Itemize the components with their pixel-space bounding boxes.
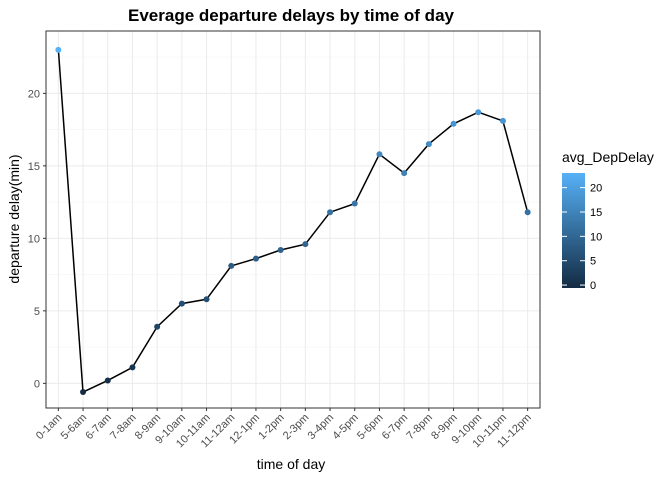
- x-tick-label: 0-1am: [34, 412, 65, 443]
- series-line: [57, 49, 529, 394]
- y-tick-label: 0: [34, 378, 40, 390]
- data-point: [228, 262, 235, 269]
- data-point: [450, 120, 457, 127]
- y-tick-label: 15: [28, 161, 40, 173]
- y-tick-label: 5: [34, 306, 40, 318]
- data-point: [401, 170, 408, 177]
- legend: avg_DepDelay 0 5 10 15 20: [562, 149, 654, 292]
- x-tick-label: 1-2pm: [256, 412, 287, 443]
- data-point: [475, 109, 482, 116]
- data-point: [252, 255, 259, 262]
- y-axis-title: departure delay(min): [6, 154, 22, 283]
- x-tick-label: 4-5pm: [330, 412, 361, 443]
- legend-tick-label: 20: [590, 183, 602, 195]
- data-layer: [55, 46, 531, 396]
- x-tick-label: 6-7pm: [380, 412, 411, 443]
- y-tick-label: 20: [28, 88, 40, 100]
- y-tick-labels: 0 5 10 15 20: [28, 88, 40, 390]
- x-tick-label: 2-3pm: [281, 412, 312, 443]
- y-tick-label: 10: [28, 233, 40, 245]
- data-point: [327, 209, 334, 216]
- data-point: [203, 296, 210, 303]
- x-tick-label: 6-7am: [83, 412, 114, 443]
- x-tick-label: 3-4pm: [306, 412, 337, 443]
- legend-tick-label: 10: [590, 231, 602, 243]
- x-tick-label: 7-8pm: [404, 412, 435, 443]
- chart-title: Everage departure delays by time of day: [128, 6, 455, 25]
- legend-title: avg_DepDelay: [562, 149, 654, 165]
- axis-ticks: [43, 92, 529, 411]
- data-point: [351, 200, 358, 207]
- data-point: [376, 151, 383, 158]
- data-point: [524, 209, 531, 216]
- legend-tick-label: 15: [590, 207, 602, 219]
- grid-lines: [46, 31, 540, 408]
- x-tick-labels: 0-1am5-6am6-7am7-8am8-9am9-10am10-11am11…: [34, 412, 534, 451]
- data-point: [104, 377, 111, 384]
- data-point: [80, 389, 87, 396]
- data-point: [302, 241, 309, 248]
- data-point: [499, 117, 506, 124]
- legend-ticks: 0 5 10 15 20: [562, 183, 602, 292]
- data-point: [425, 141, 432, 148]
- data-point: [129, 364, 136, 371]
- panel-border: [45, 30, 541, 409]
- x-tick-label: 7-8am: [108, 412, 139, 443]
- data-point: [55, 46, 62, 53]
- data-point: [178, 300, 185, 307]
- legend-tick-label: 0: [590, 280, 596, 292]
- data-point: [154, 323, 161, 330]
- legend-colorbar: [562, 173, 585, 288]
- x-tick-label: 5-6pm: [355, 412, 386, 443]
- x-tick-label: 5-6am: [59, 412, 90, 443]
- x-axis-title: time of day: [257, 456, 325, 472]
- data-point: [277, 246, 284, 253]
- legend-tick-label: 5: [590, 256, 596, 268]
